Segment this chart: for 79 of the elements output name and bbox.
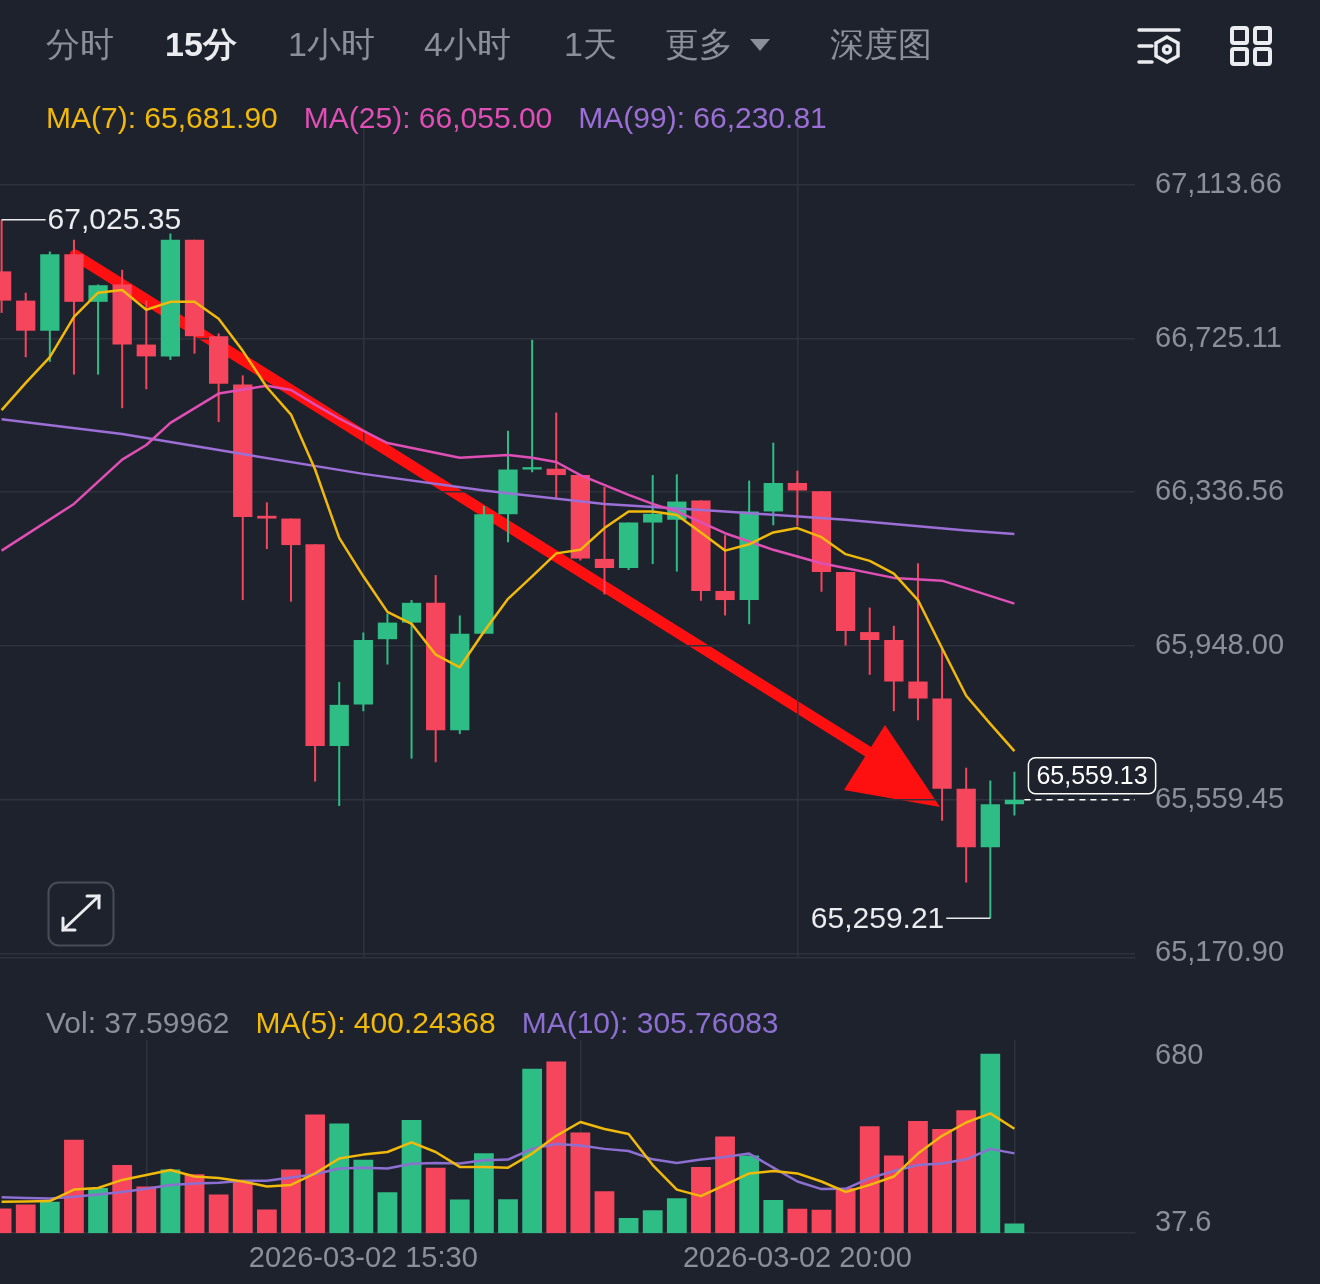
bar — [715, 1136, 735, 1234]
bar — [883, 1155, 904, 1234]
bar — [401, 1119, 422, 1234]
candlestick — [643, 474, 663, 566]
annotation: 65,259.21 — [810, 900, 945, 934]
bar — [329, 1123, 350, 1234]
bar — [208, 1194, 229, 1234]
bar — [449, 1199, 470, 1234]
bar — [546, 1061, 567, 1234]
y-tick-label: 680 — [1155, 1037, 1204, 1070]
annotation: 67,025.35 — [47, 202, 182, 236]
text: 15分 — [165, 24, 237, 65]
text: 深度图 — [830, 24, 932, 65]
bar — [305, 1114, 325, 1234]
candlestick — [377, 612, 398, 666]
bar — [787, 1208, 808, 1234]
candlestick — [546, 411, 566, 500]
bar — [642, 1210, 663, 1234]
bar — [956, 1110, 977, 1234]
bar — [136, 1186, 157, 1234]
candlestick — [257, 501, 277, 551]
bar — [908, 1120, 928, 1234]
bar — [498, 1199, 518, 1234]
bar — [570, 1132, 591, 1234]
bar — [256, 1209, 277, 1234]
bar — [932, 1129, 952, 1234]
bar — [522, 1068, 543, 1234]
y-tick-label: 67,113.66 — [1155, 166, 1282, 199]
bar — [980, 1053, 1001, 1234]
bar — [666, 1198, 687, 1234]
bar — [594, 1191, 615, 1234]
text: 4小时 — [424, 24, 511, 65]
text: MA(7): 65,681.90 — [46, 100, 278, 136]
bar — [232, 1181, 253, 1234]
y-tick-label: 66,336.56 — [1155, 474, 1285, 507]
bar — [15, 1204, 36, 1234]
x-tick-label: 2026-03-02 15:30 — [248, 1240, 478, 1273]
text: MA(99): 66,230.81 — [578, 100, 827, 136]
bar — [39, 1201, 60, 1234]
bar — [425, 1167, 446, 1234]
bar — [112, 1165, 133, 1234]
text: 1小时 — [288, 24, 375, 65]
text: MA(10): 305.76083 — [521, 1005, 779, 1041]
text: MA(25): 66,055.00 — [303, 100, 553, 136]
bar — [377, 1192, 398, 1234]
bar — [1004, 1223, 1025, 1234]
candlestick — [787, 469, 808, 528]
bar — [474, 1153, 494, 1234]
y-tick-label: 65,170.90 — [1155, 935, 1285, 968]
bar — [618, 1218, 639, 1234]
candlestick — [860, 606, 880, 676]
candlestick — [401, 599, 422, 760]
candlestick — [594, 485, 615, 596]
bar — [353, 1159, 374, 1234]
bar — [88, 1188, 108, 1234]
bar — [691, 1166, 711, 1234]
text: Vol: 37.59962 — [46, 1005, 230, 1041]
candlestick — [136, 299, 156, 391]
bar — [811, 1209, 832, 1234]
candlestick — [522, 338, 542, 474]
bar — [859, 1126, 880, 1234]
bar — [739, 1155, 760, 1234]
x-tick-label: 2026-03-02 20:00 — [682, 1240, 912, 1273]
text: 1天 — [564, 24, 617, 65]
candlestick — [88, 283, 108, 376]
ref-line-label: 65,559.13 — [1036, 760, 1148, 789]
candlestick — [715, 534, 735, 617]
y-tick-label: 37.6 — [1155, 1205, 1212, 1238]
y-tick-label: 65,948.00 — [1155, 627, 1285, 660]
bar — [835, 1188, 856, 1234]
candlestick — [908, 562, 928, 722]
text: 分时 — [46, 24, 114, 65]
bar — [64, 1139, 84, 1234]
y-tick-label: 65,559.45 — [1155, 781, 1285, 814]
y-tick-label: 66,725.11 — [1155, 320, 1282, 353]
text: 更多 — [665, 24, 733, 65]
bar — [763, 1200, 784, 1234]
bar — [281, 1169, 301, 1234]
text: MA(5): 400.24368 — [255, 1005, 496, 1041]
